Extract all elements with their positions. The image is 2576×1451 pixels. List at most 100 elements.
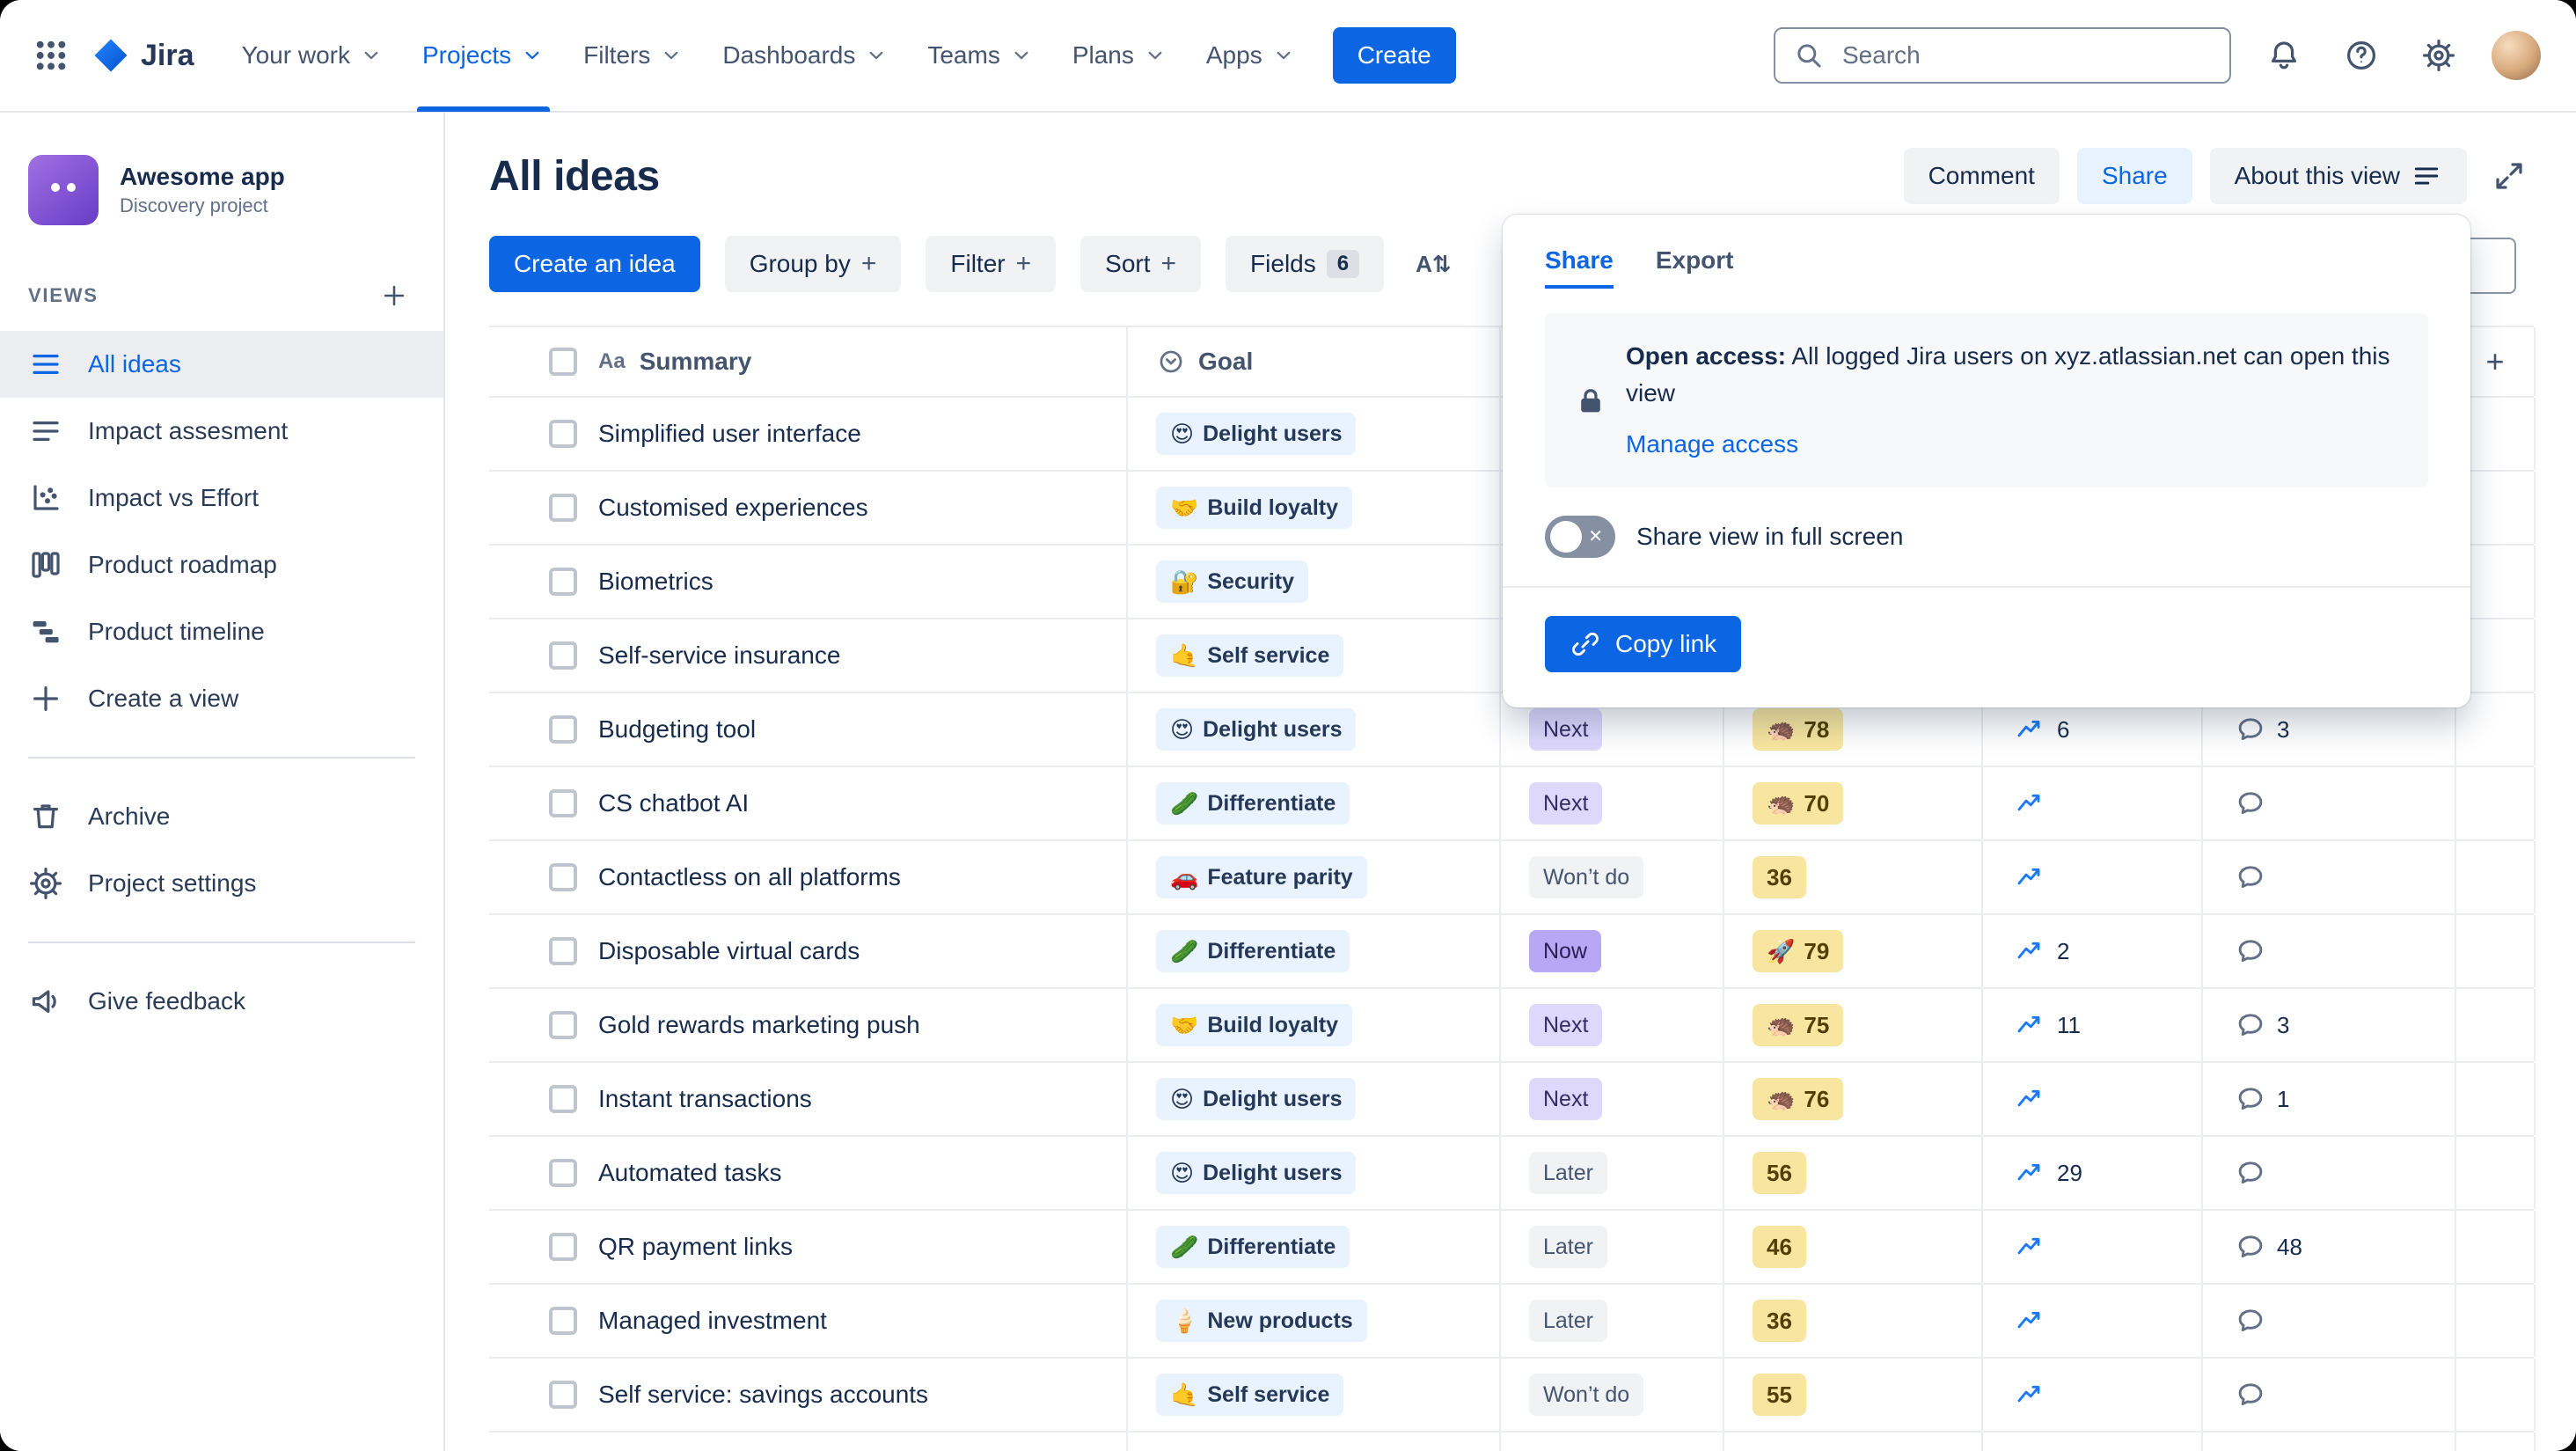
score-chip[interactable]: 56 [1753,1152,1806,1194]
insights-button[interactable]: 2 [2015,935,2069,967]
status-chip[interactable]: Next [1529,1078,1603,1120]
tab-export[interactable]: Export [1655,246,1734,274]
goal-chip[interactable]: 🥒 Differentiate [1156,930,1350,972]
row-checkbox[interactable] [549,1085,577,1113]
row-checkbox[interactable] [549,420,577,448]
insights-button[interactable] [2015,1379,2046,1411]
status-chip[interactable]: Later [1529,1152,1607,1194]
idea-summary[interactable]: Self service: savings accounts [598,1381,929,1408]
idea-summary[interactable]: Gold rewards marketing push [598,1011,920,1038]
score-chip[interactable]: 🦔 70 [1753,782,1844,824]
sidebar-item-product-timeline[interactable]: Product timeline [0,598,443,665]
insights-button[interactable] [2015,1083,2046,1115]
status-chip[interactable]: Next [1529,782,1603,824]
comments-button[interactable] [2235,1305,2266,1337]
row-checkbox[interactable] [549,1233,577,1261]
idea-summary[interactable]: Biometrics [598,568,714,595]
create-idea-button[interactable]: Create an idea [489,236,700,292]
row-checkbox[interactable] [549,494,577,522]
sidebar-item-give-feedback[interactable]: Give feedback [0,968,443,1035]
comments-button[interactable] [2235,861,2266,893]
goal-chip[interactable]: 🍦 New products [1156,1300,1367,1342]
status-chip[interactable]: Won’t do [1529,856,1644,898]
notifications-button[interactable] [2259,31,2309,80]
insights-button[interactable]: 11 [2015,1009,2081,1041]
status-chip[interactable]: Next [1529,1004,1603,1046]
insights-button[interactable] [2015,1231,2046,1263]
row-checkbox[interactable] [549,1159,577,1187]
table-row[interactable]: Automated tasks 😍 Delight users Later 56 29 [489,1137,2536,1211]
row-checkbox[interactable] [549,568,577,596]
filter-button[interactable]: Filter + [926,236,1057,292]
table-row[interactable]: Instant transactions 😍 Delight users Next 🦔… [489,1063,2536,1137]
expand-button[interactable] [2485,151,2534,201]
global-search[interactable] [1774,27,2231,84]
share-button[interactable]: Share [2076,148,2192,204]
user-avatar[interactable] [2492,31,2541,80]
idea-summary[interactable]: Instant transactions [598,1085,812,1112]
comments-button[interactable]: 3 [2235,1009,2289,1041]
table-row[interactable]: Self service: savings accounts 🤙 Self ser… [489,1359,2536,1433]
summary-header[interactable]: Summary [639,348,752,375]
goal-chip[interactable]: 😍 Delight users [1156,708,1357,751]
goal-chip[interactable]: 😍 Delight users [1156,1078,1357,1120]
row-checkbox[interactable] [549,641,577,670]
insights-button[interactable] [2015,861,2046,893]
comments-button[interactable] [2235,788,2266,819]
sort-button[interactable]: Sort + [1080,236,1202,292]
comments-button[interactable] [2235,935,2266,967]
row-checkbox[interactable] [549,937,577,965]
fields-button[interactable]: Fields 6 [1226,236,1385,292]
global-search-input[interactable] [1839,40,2212,71]
score-chip[interactable]: 46 [1753,1226,1806,1268]
goal-chip[interactable]: 🤝 Build loyalty [1156,1004,1353,1046]
sidebar-item-impact-assesment[interactable]: Impact assesment [0,398,443,465]
idea-summary[interactable]: QR payment links [598,1233,793,1260]
goal-chip[interactable]: 😍 Delight users [1156,413,1357,455]
goal-chip[interactable]: 🔐 Security [1156,561,1309,603]
status-chip[interactable]: Later [1529,1300,1607,1342]
status-chip[interactable]: Won’t do [1529,1374,1644,1416]
table-row[interactable]: CS chatbot AI 🥒 Differentiate Next 🦔 70 [489,767,2536,841]
idea-summary[interactable]: CS chatbot AI [598,789,750,817]
goal-chip[interactable]: 😍 Delight users [1156,1152,1357,1194]
goal-chip[interactable]: 🤙 Self service [1156,1374,1344,1416]
copy-link-button[interactable]: Copy link [1545,616,1742,672]
nav-item-teams[interactable]: Teams [908,0,1052,112]
status-chip[interactable]: Next [1529,708,1603,751]
score-chip[interactable]: 🦔 78 [1753,708,1844,751]
nav-item-filters[interactable]: Filters [564,0,703,112]
table-row[interactable]: Budgeting tool 😍 Delight users Next 🦔 78 6 3 [489,693,2536,767]
idea-summary[interactable]: Customised experiences [598,494,868,521]
idea-summary[interactable]: Self-service insurance [598,641,841,669]
row-checkbox[interactable] [549,863,577,891]
insights-button[interactable]: 6 [2015,714,2069,745]
row-checkbox[interactable] [549,715,577,744]
score-chip[interactable]: 🚀 79 [1753,930,1844,972]
comments-button[interactable] [2235,1157,2266,1189]
idea-summary[interactable]: Managed investment [598,1307,827,1334]
insights-button[interactable] [2015,1305,2046,1337]
create-button[interactable]: Create [1332,27,1456,84]
insights-button[interactable] [2015,788,2046,819]
settings-button[interactable] [2414,31,2463,80]
nav-item-dashboards[interactable]: Dashboards [703,0,908,112]
comments-button[interactable]: 3 [2235,714,2289,745]
table-row[interactable]: Gold rewards marketing push 🤝 Build loyal… [489,989,2536,1063]
sidebar-item-archive[interactable]: Archive [0,783,443,850]
table-row[interactable]: Disposable virtual cards 🥒 Differentiate N… [489,915,2536,989]
row-checkbox[interactable] [549,1381,577,1409]
idea-summary[interactable]: Automated tasks [598,1159,782,1186]
add-field-button[interactable]: + [2485,343,2505,379]
goal-chip[interactable]: 🤝 Build loyalty [1156,487,1353,529]
score-chip[interactable]: 🦔 76 [1753,1078,1844,1120]
app-switcher-button[interactable] [25,29,77,82]
sidebar-item-product-roadmap[interactable]: Product roadmap [0,531,443,598]
goal-chip[interactable]: 🥒 Differentiate [1156,782,1350,824]
row-checkbox[interactable] [549,789,577,817]
help-button[interactable] [2337,31,2386,80]
nav-item-your-work[interactable]: Your work [223,0,403,112]
goal-header[interactable]: Goal [1198,348,1254,375]
table-row[interactable]: Contactless on all platforms 🚗 Feature pa… [489,841,2536,915]
idea-summary[interactable]: Simplified user interface [598,420,861,447]
